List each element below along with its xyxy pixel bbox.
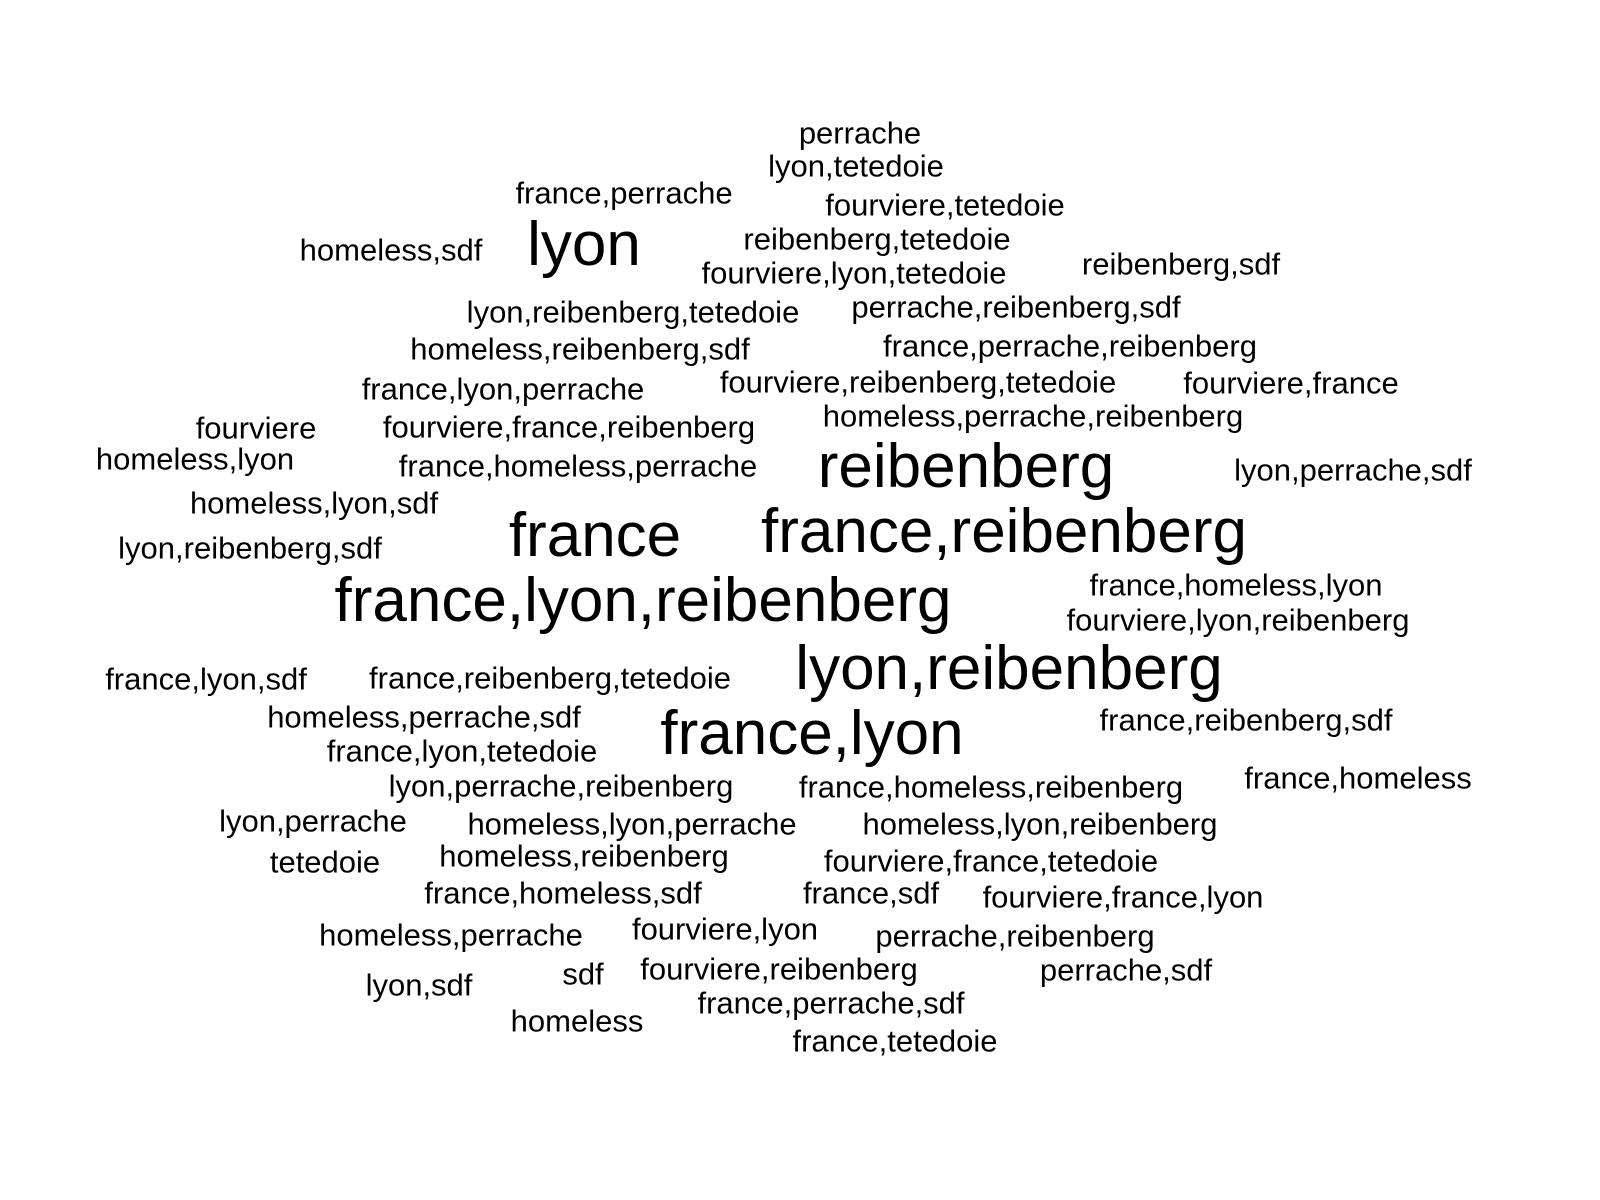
word-cloud-term: lyon,sdf [365,967,473,1003]
word-cloud-term: france,reibenberg [761,497,1247,566]
word-cloud-term: homeless [510,1003,644,1039]
word-cloud-term: france,perrache,reibenberg [883,328,1257,364]
word-cloud-term: fourviere,france,tetedoie [823,843,1159,879]
word-cloud-term: france,lyon,perrache [361,371,645,407]
word-cloud-term: homeless,lyon [95,441,295,477]
word-cloud-term: homeless,perrache [319,917,583,953]
word-cloud-term: homeless,perrache,reibenberg [822,398,1244,434]
word-cloud-term: reibenberg,sdf [1081,246,1281,282]
word-cloud-term: france,lyon,reibenberg [334,566,952,635]
word-cloud-term: reibenberg,tetedoie [743,221,1011,257]
word-cloud-term: homeless,lyon,perrache [467,806,797,842]
word-cloud-term: france,sdf [802,875,940,911]
word-cloud-term: fourviere,reibenberg [640,951,918,987]
word-cloud-term: france,tetedoie [792,1023,998,1059]
word-cloud-term: homeless,lyon,sdf [189,485,439,521]
word-cloud-term: fourviere [195,410,317,446]
word-cloud-term: france [508,501,682,570]
word-cloud-term: fourviere,france,lyon [982,879,1264,915]
word-cloud-term: fourviere,lyon,reibenberg [1066,602,1410,638]
word-cloud-term: fourviere,france,reibenberg [382,409,756,445]
word-cloud-term: france,homeless,reibenberg [798,769,1184,805]
word-cloud-term: perrache,sdf [1039,952,1213,988]
word-cloud-term: lyon [527,210,641,279]
word-cloud-term: france,homeless,sdf [424,875,702,911]
word-cloud-term: lyon,reibenberg,sdf [118,530,382,566]
word-cloud-term: perrache,reibenberg [875,918,1155,954]
word-cloud-term: fourviere,tetedoie [825,187,1065,223]
word-cloud-term: france,perrache,sdf [697,985,965,1021]
word-cloud-term: fourviere,reibenberg,tetedoie [719,364,1117,400]
word-cloud-term: perrache,reibenberg,sdf [851,289,1181,325]
word-cloud-term: lyon,tetedoie [768,148,944,184]
word-cloud-term: lyon,perrache [219,803,407,839]
word-cloud-term: france,homeless,lyon [1089,567,1383,603]
word-cloud-term: sdf [562,956,604,992]
word-cloud-term: fourviere,lyon [631,911,819,947]
word-cloud-term: homeless,reibenberg,sdf [410,331,750,367]
word-cloud-term: france,lyon,sdf [105,661,307,697]
word-cloud-term: perrache [798,115,922,151]
word-cloud-term: tetedoie [269,844,381,880]
word-cloud-term: homeless,reibenberg [439,838,729,874]
word-cloud-term: reibenberg [817,432,1115,501]
word-cloud-term: lyon,perrache,reibenberg [388,768,734,804]
word-cloud-term: lyon,reibenberg [795,634,1223,703]
word-cloud-term: lyon,perrache,sdf [1234,452,1472,488]
word-cloud-term: france,lyon,tetedoie [326,733,598,769]
word-cloud-term: fourviere,france [1183,365,1399,401]
word-cloud-term: lyon,reibenberg,tetedoie [466,294,800,330]
word-cloud-term: france,perrache [515,175,733,211]
word-cloud-term: homeless,lyon,reibenberg [862,806,1218,842]
word-cloud-term: homeless,perrache,sdf [267,699,581,735]
word-cloud-term: france,lyon [660,699,964,768]
word-cloud-term: france,homeless [1244,760,1472,796]
word-cloud-term: fourviere,lyon,tetedoie [701,255,1007,291]
word-cloud-term: homeless,sdf [299,232,483,268]
word-cloud-term: france,reibenberg,tetedoie [369,660,731,696]
word-cloud-term: france,reibenberg,sdf [1099,702,1393,738]
word-cloud-term: france,homeless,perrache [398,448,758,484]
